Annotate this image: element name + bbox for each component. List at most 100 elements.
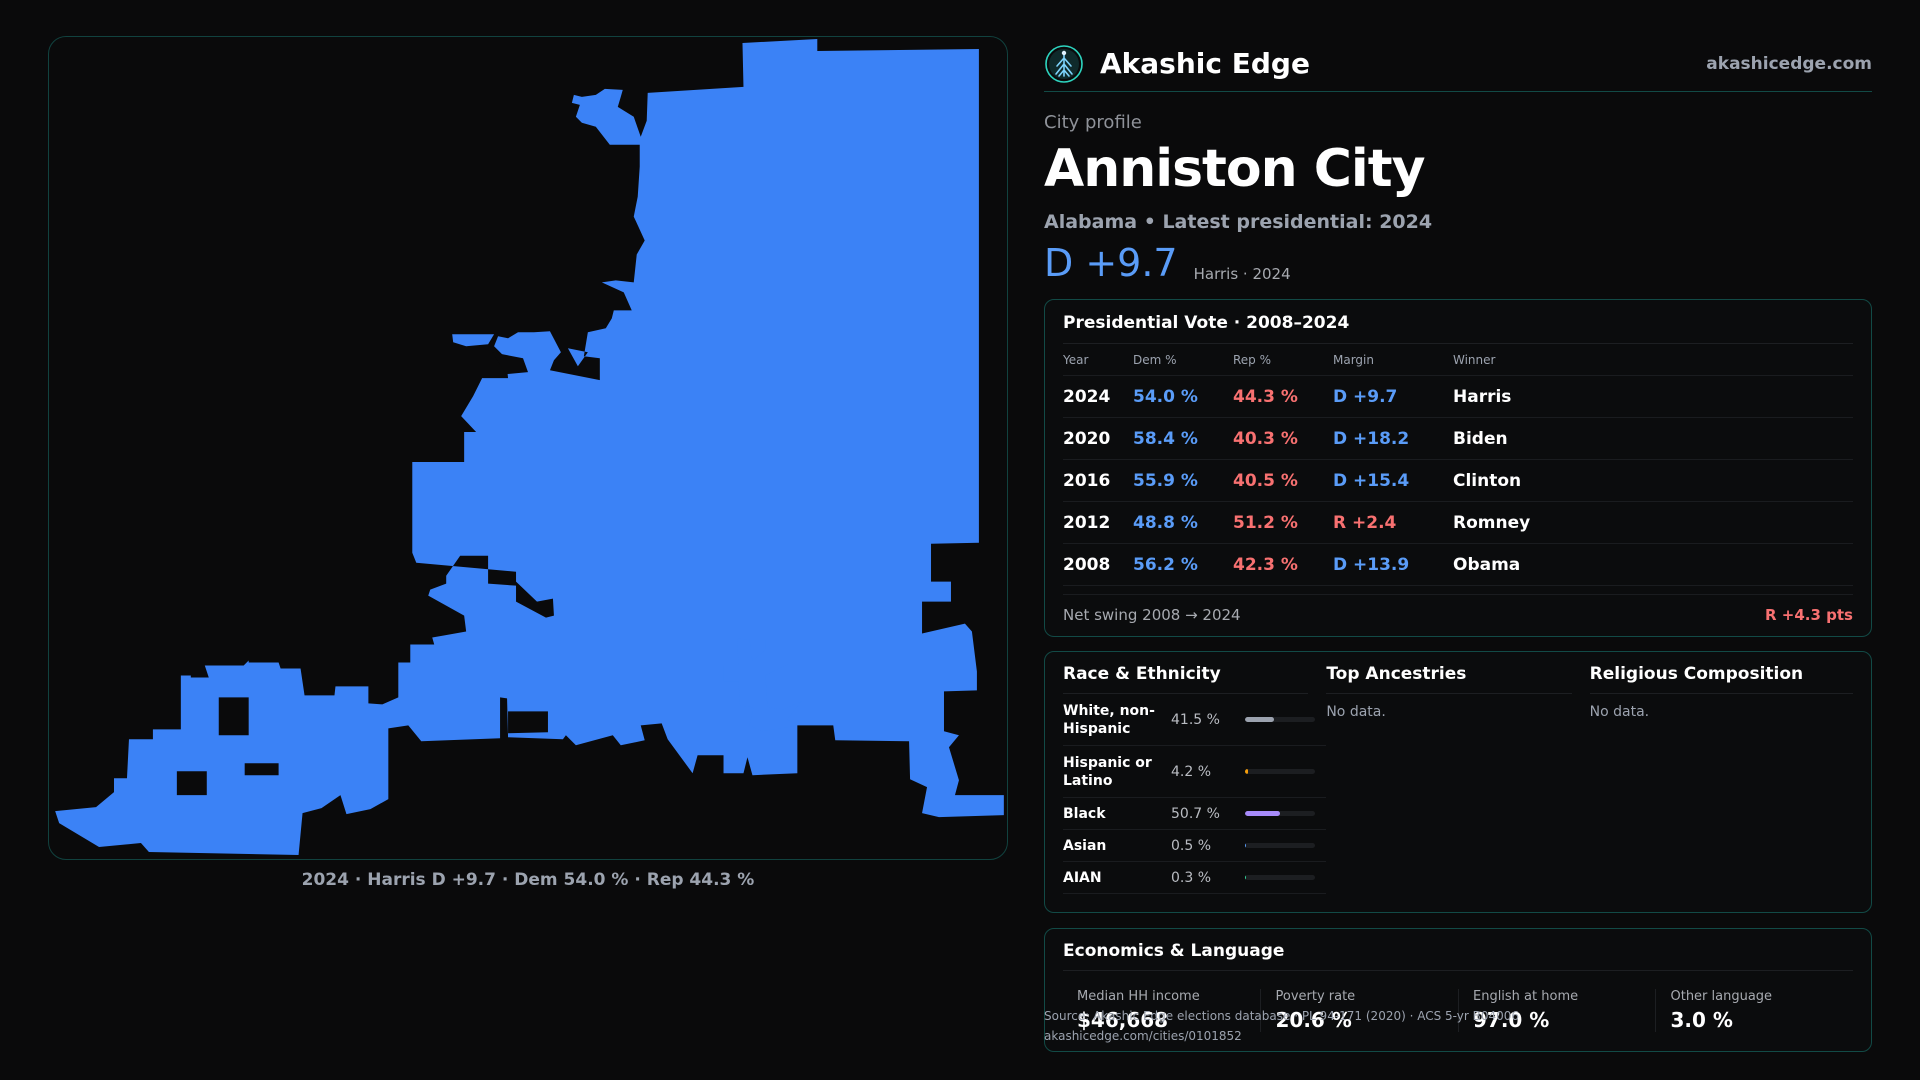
city-boundary-shape (55, 38, 1004, 856)
vote-winner: Harris (1453, 386, 1512, 407)
vote-winner: Clinton (1453, 470, 1522, 491)
religion-section: Religious Composition No data. (1589, 652, 1853, 912)
col-header-year: Year (1063, 352, 1089, 367)
map-caption: 2024 · Harris D +9.7 · Dem 54.0 % · Rep … (301, 870, 755, 890)
stat-label: Poverty rate (1275, 989, 1356, 1004)
vote-year: 2012 (1063, 512, 1111, 533)
vote-rep-pct: 44.3 % (1233, 386, 1298, 407)
table-row: 2020 58.4 % 40.3 % D +18.2 Biden (1063, 418, 1853, 460)
vote-rep-pct: 40.5 % (1233, 470, 1298, 491)
race-bar (1245, 717, 1315, 722)
econ-stats: Median HH income $46,668 Poverty rate 20… (1063, 989, 1853, 1032)
stat-label: Median HH income (1077, 989, 1200, 1004)
source-citation: Source: Akashic Edge elections database … (1044, 1009, 1520, 1023)
vote-panel-title: Presidential Vote · 2008–2024 (1063, 300, 1853, 344)
race-pct: 4.2 % (1171, 763, 1212, 780)
net-swing-row: Net swing 2008 → 2024 R +4.3 pts (1063, 594, 1853, 634)
stat-value: 3.0 % (1670, 1008, 1733, 1032)
city-boundary-main (55, 38, 1004, 856)
table-row: 2024 54.0 % 44.3 % D +9.7 Harris (1063, 376, 1853, 418)
source-footnote: Source: Akashic Edge elections database … (1044, 1006, 1519, 1046)
vote-year: 2016 (1063, 470, 1111, 491)
race-label: Black (1063, 805, 1106, 822)
profile-subline: Alabama • Latest presidential: 2024 (1044, 211, 1433, 233)
race-bar (1245, 843, 1315, 848)
city-boundary-east-tract (723, 638, 802, 732)
race-bar (1245, 811, 1315, 816)
col-header-winner: Winner (1453, 352, 1496, 367)
vote-margin: D +13.9 (1333, 554, 1410, 575)
vote-rep-pct: 51.2 % (1233, 512, 1298, 533)
stat-poverty-rate: Poverty rate 20.6 % (1260, 989, 1458, 1032)
vote-margin: D +18.2 (1333, 428, 1410, 449)
race-bar-fill (1245, 875, 1247, 880)
col-header-rep: Rep % (1233, 352, 1272, 367)
vote-margin: D +9.7 (1333, 386, 1398, 407)
vote-year: 2020 (1063, 428, 1111, 449)
profile-column: Akashic Edge akashicedge.com City profil… (1044, 36, 1872, 285)
list-item: Hispanic or Latino 4.2 % (1063, 746, 1327, 798)
vote-winner: Obama (1453, 554, 1521, 575)
economics-panel: Economics & Language Median HH income $4… (1044, 928, 1872, 1052)
headline-note: Harris · 2024 (1193, 265, 1291, 283)
city-boundary-northwest-fragment-2 (492, 352, 528, 375)
profile-eyebrow: City profile (1044, 112, 1142, 133)
vote-margin: D +15.4 (1333, 470, 1410, 491)
list-item: White, non-Hispanic 41.5 % (1063, 694, 1327, 746)
brand-header: Akashic Edge akashicedge.com (1044, 36, 1872, 92)
city-boundary-northwest-fragment (452, 334, 495, 347)
vote-year: 2008 (1063, 554, 1111, 575)
race-pct: 41.5 % (1171, 711, 1220, 728)
vote-dem-pct: 48.8 % (1133, 512, 1198, 533)
col-header-margin: Margin (1333, 352, 1374, 367)
race-bar-fill (1245, 717, 1275, 722)
vote-dem-pct: 54.0 % (1133, 386, 1198, 407)
list-item: Black 50.7 % (1063, 798, 1327, 830)
vote-table-body: 2024 54.0 % 44.3 % D +9.7 Harris 2020 58… (1063, 376, 1853, 586)
city-boundary-map[interactable] (48, 36, 1008, 860)
race-label: White, non-Hispanic (1063, 702, 1155, 737)
race-bar (1245, 875, 1315, 880)
econ-panel-title: Economics & Language (1063, 929, 1853, 971)
stat-value: 20.6 % (1275, 1008, 1352, 1032)
list-item: Asian 0.5 % (1063, 830, 1327, 862)
vote-margin: R +2.4 (1333, 512, 1397, 533)
stat-value: 97.0 % (1472, 1008, 1550, 1032)
race-pct: 0.3 % (1171, 869, 1212, 886)
net-swing-label: Net swing 2008 → 2024 (1063, 605, 1241, 624)
vote-rep-pct: 42.3 % (1233, 554, 1298, 575)
vote-winner: Biden (1453, 428, 1508, 449)
race-bar-fill (1245, 811, 1281, 816)
tree-of-life-icon[interactable] (1044, 44, 1084, 84)
headline-margin: D +9.7 (1044, 241, 1178, 285)
table-row: 2016 55.9 % 40.5 % D +15.4 Clinton (1063, 460, 1853, 502)
vote-year: 2024 (1063, 386, 1111, 407)
stat-value: $46,668 (1077, 1008, 1169, 1032)
table-row: 2008 56.2 % 42.3 % D +13.9 Obama (1063, 544, 1853, 586)
race-bar (1245, 769, 1315, 774)
religion-section-title: Religious Composition (1589, 652, 1853, 694)
religion-empty: No data. (1589, 704, 1650, 720)
brand-url[interactable]: akashicedge.com (1706, 53, 1872, 74)
stat-median-income: Median HH income $46,668 (1063, 989, 1260, 1032)
vote-table-header: Year Dem % Rep % Margin Winner (1063, 344, 1853, 376)
ancestries-section: Top Ancestries No data. (1326, 652, 1589, 912)
stat-label: English at home (1472, 989, 1579, 1004)
list-item: AIAN 0.3 % (1063, 862, 1327, 894)
stat-english-at-home: English at home 97.0 % (1457, 989, 1656, 1032)
race-pct: 0.5 % (1171, 837, 1212, 854)
vote-dem-pct: 55.9 % (1133, 470, 1198, 491)
headline-result: D +9.7 Harris · 2024 (1044, 241, 1872, 285)
race-label: Asian (1063, 837, 1107, 854)
stat-label: Other language (1670, 989, 1773, 1004)
brand-name[interactable]: Akashic Edge (1100, 47, 1310, 80)
presidential-vote-panel: Presidential Vote · 2008–2024 Year Dem %… (1044, 299, 1872, 637)
vote-rep-pct: 40.3 % (1233, 428, 1298, 449)
vote-dem-pct: 58.4 % (1133, 428, 1198, 449)
ancestries-empty: No data. (1326, 704, 1386, 720)
race-bar-fill (1245, 843, 1247, 848)
demographics-panel: Race & Ethnicity White, non-Hispanic 41.… (1044, 651, 1872, 913)
source-url[interactable]: akashicedge.com/cities/0101852 (1044, 1029, 1242, 1043)
race-label: Hispanic or Latino (1063, 754, 1152, 789)
race-bar-fill (1245, 769, 1248, 774)
